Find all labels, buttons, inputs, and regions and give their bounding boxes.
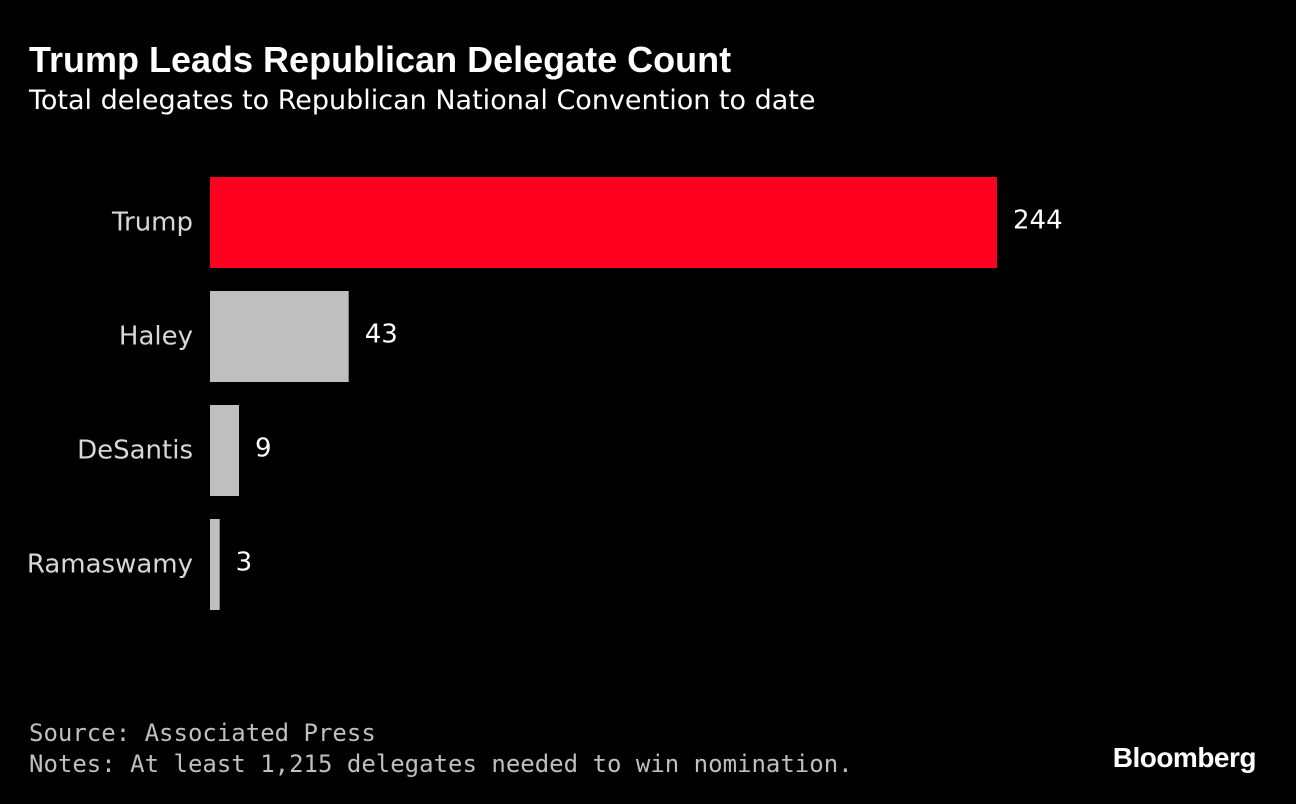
value-label-desantis: 9 <box>255 434 272 464</box>
chart-title: Trump Leads Republican Delegate Count <box>29 39 732 80</box>
source-note: Source: Associated Press <box>29 719 376 747</box>
chart-subtitle: Total delegates to Republican National C… <box>29 85 816 116</box>
bar-haley <box>210 291 349 382</box>
bloomberg-logo: Bloomberg <box>1112 742 1257 773</box>
notes-text: Notes: At least 1,215 delegates needed t… <box>29 750 853 778</box>
value-label-ramaswamy: 3 <box>236 548 253 578</box>
value-label-haley: 43 <box>365 320 398 350</box>
category-label-haley: Haley <box>119 322 193 352</box>
bars-group: Trump 244 Haley 43 DeSantis 9 Ramaswamy 3 <box>27 177 1063 610</box>
category-label-trump: Trump <box>111 208 193 238</box>
category-label-ramaswamy: Ramaswamy <box>27 550 193 580</box>
bar-ramaswamy <box>210 519 220 610</box>
bar-trump <box>210 177 997 268</box>
category-label-desantis: DeSantis <box>77 436 193 466</box>
value-label-trump: 244 <box>1013 206 1063 236</box>
bar-desantis <box>210 405 240 496</box>
